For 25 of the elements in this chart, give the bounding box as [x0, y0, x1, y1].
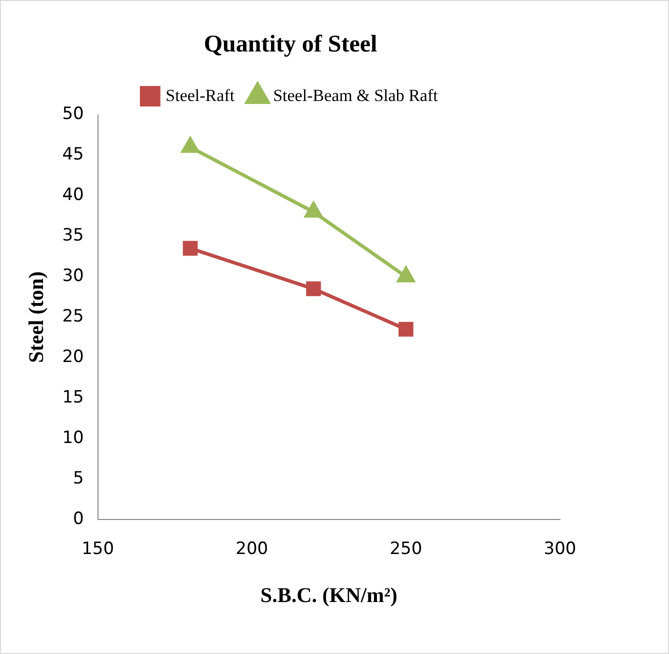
- y-tick-label: 40: [62, 185, 84, 206]
- x-tick-label: 250: [390, 539, 422, 560]
- y-tick-label: 25: [62, 306, 84, 327]
- point: [182, 137, 199, 153]
- point: [182, 240, 198, 256]
- y-tick-label: 45: [62, 144, 84, 165]
- y-tick-label: 30: [62, 266, 84, 286]
- legend-label: Steel-Beam & Slab Raft: [273, 86, 438, 105]
- y-tick-label: 0: [73, 508, 84, 529]
- y-tick-label: 50: [62, 104, 84, 124]
- legend-label: Steel-Raft: [166, 86, 235, 105]
- y-tick-label: 35: [62, 226, 84, 246]
- chart-title: Quantity of Steel: [204, 32, 378, 58]
- x-tick-label: 150: [82, 539, 114, 560]
- point: [304, 202, 322, 218]
- y-tick-label: 20: [62, 346, 84, 367]
- x-tick-label: 300: [544, 539, 576, 560]
- y-tick-label: 10: [62, 428, 84, 448]
- point: [398, 322, 414, 337]
- x-tick-label: 200: [236, 539, 268, 560]
- y-axis-title: Steel (ton): [24, 271, 48, 363]
- x-axis-title: S.B.C. (KN/m²): [260, 582, 398, 607]
- point: [306, 281, 321, 296]
- y-tick-label: 15: [62, 387, 84, 408]
- y-tick-label: 5: [73, 468, 84, 488]
